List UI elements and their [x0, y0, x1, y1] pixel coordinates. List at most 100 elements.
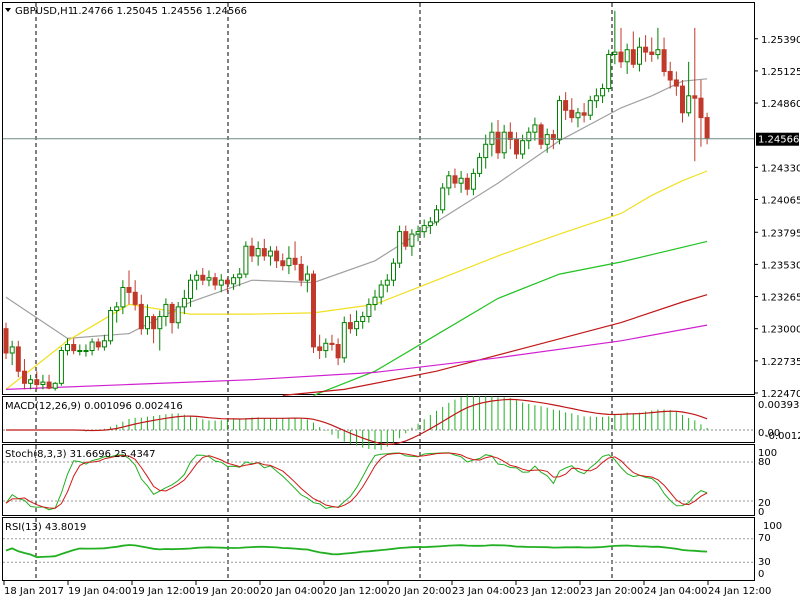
- bear-candle: [495, 131, 501, 154]
- bear-candle: [667, 71, 673, 81]
- bear-candle: [347, 322, 353, 330]
- time-tick-label: 23 Jan 04:00: [452, 586, 515, 597]
- bull-candle: [175, 306, 181, 324]
- macd-title: MACD(12,26,9) 0.001096 0.002416: [5, 401, 183, 412]
- bull-candle: [28, 379, 34, 384]
- bear-candle: [643, 46, 649, 53]
- bull-candle: [120, 287, 126, 308]
- bear-candle: [126, 287, 132, 293]
- bull-candle: [145, 316, 150, 330]
- bear-candle: [569, 109, 575, 119]
- bear-candle: [550, 134, 556, 141]
- current-price-label: 1.24566: [758, 135, 799, 146]
- bull-candle: [360, 316, 366, 323]
- bull-candle: [421, 225, 427, 233]
- bull-candle: [194, 274, 200, 281]
- bear-candle: [169, 303, 175, 324]
- bear-candle: [3, 328, 9, 354]
- bull-candle: [470, 172, 476, 190]
- bull-candle: [9, 346, 15, 354]
- price-tick-label: 1.23795: [761, 228, 800, 239]
- bear-candle: [464, 177, 470, 190]
- rsi-pane[interactable]: [2, 517, 755, 581]
- macd-pane[interactable]: [2, 396, 755, 443]
- bull-candle: [624, 49, 630, 63]
- macd-tick-max: 0.003935: [758, 400, 800, 411]
- bear-candle: [224, 279, 230, 285]
- price-pane[interactable]: [2, 2, 755, 395]
- bear-candle: [680, 85, 685, 114]
- bear-candle: [280, 260, 286, 267]
- price-tick-label: 1.23530: [761, 260, 800, 271]
- bull-candle: [434, 209, 439, 223]
- bull-candle: [40, 381, 46, 386]
- time-tick-label: 20 Jan 20:00: [388, 586, 451, 597]
- bear-candle: [261, 248, 267, 257]
- bull-candle: [483, 143, 489, 159]
- bull-candle: [372, 296, 378, 306]
- bear-candle: [630, 49, 636, 65]
- bull-candle: [267, 250, 273, 257]
- rsi-tick-30: 30: [758, 557, 771, 568]
- stoch-title: Stoch(8,3,3) 31.6696 25.4347: [5, 449, 156, 460]
- bear-candle: [452, 175, 458, 184]
- price-tick-label: 1.25125: [761, 67, 800, 78]
- bull-candle: [52, 382, 58, 389]
- bull-candle: [593, 95, 599, 102]
- bear-candle: [704, 117, 710, 139]
- rsi-tick-0: 0: [758, 569, 764, 580]
- bear-candle: [46, 381, 52, 389]
- bull-candle: [366, 303, 372, 317]
- bull-candle: [341, 322, 347, 359]
- current-price-marker: 1.24566: [756, 132, 799, 146]
- moving-average-line: [282, 294, 708, 396]
- stoch-tick-0: 0: [758, 507, 764, 518]
- bull-candle: [101, 340, 107, 348]
- bull-candle: [108, 310, 114, 342]
- bear-candle: [317, 346, 323, 351]
- bull-candle: [286, 257, 292, 267]
- macd-tick-min: -0.001238: [765, 431, 800, 442]
- bear-candle: [71, 344, 77, 352]
- macd-tick-zero: 0.00: [758, 428, 780, 439]
- period-separators: [35, 3, 613, 580]
- stoch-tick-80: 80: [758, 457, 771, 468]
- stoch-tick-20: 20: [758, 498, 771, 509]
- bull-candle: [415, 231, 421, 235]
- time-tick-label: 18 Jan 2017: [4, 586, 64, 597]
- bull-candle: [157, 316, 163, 330]
- price-header: GBPUSD,H1 1.24766 1.25045 1.24556 1.2456…: [5, 6, 247, 17]
- bull-candle: [655, 49, 661, 56]
- candles: [3, 10, 710, 391]
- bull-candle: [65, 344, 70, 352]
- bull-candle: [114, 306, 120, 311]
- bear-candle: [95, 341, 101, 348]
- macd-histogram: [3, 395, 754, 450]
- bear-candle: [274, 250, 280, 262]
- dropdown-triangle-icon: [5, 8, 11, 12]
- bear-candle: [329, 342, 335, 345]
- bear-candle: [335, 344, 341, 359]
- bear-candle: [673, 79, 679, 87]
- bull-candle: [163, 303, 169, 317]
- moving-average-line: [5, 324, 708, 390]
- bear-candle: [618, 51, 624, 63]
- bull-candle: [557, 100, 562, 140]
- bear-candle: [311, 273, 316, 348]
- bear-candle: [200, 274, 206, 281]
- price-tick-label: 1.24860: [761, 99, 800, 110]
- rsi-title: RSI(13) 43.8019: [5, 522, 86, 533]
- bull-candle: [378, 284, 384, 298]
- rsi-tick-70: 70: [758, 533, 771, 544]
- time-tick-label: 19 Jan 20:00: [196, 586, 259, 597]
- bear-candle: [249, 245, 255, 257]
- bear-candle: [563, 100, 569, 111]
- bull-candle: [600, 88, 606, 97]
- bull-candle: [606, 54, 612, 89]
- time-axis: 18 Jan 2017 19 Jan 04:00 19 Jan 12:00 19 Ja…: [3, 581, 771, 597]
- bull-candle: [686, 95, 692, 114]
- bull-candle: [83, 350, 89, 352]
- bull-candle: [612, 51, 618, 55]
- bear-candle: [15, 346, 21, 372]
